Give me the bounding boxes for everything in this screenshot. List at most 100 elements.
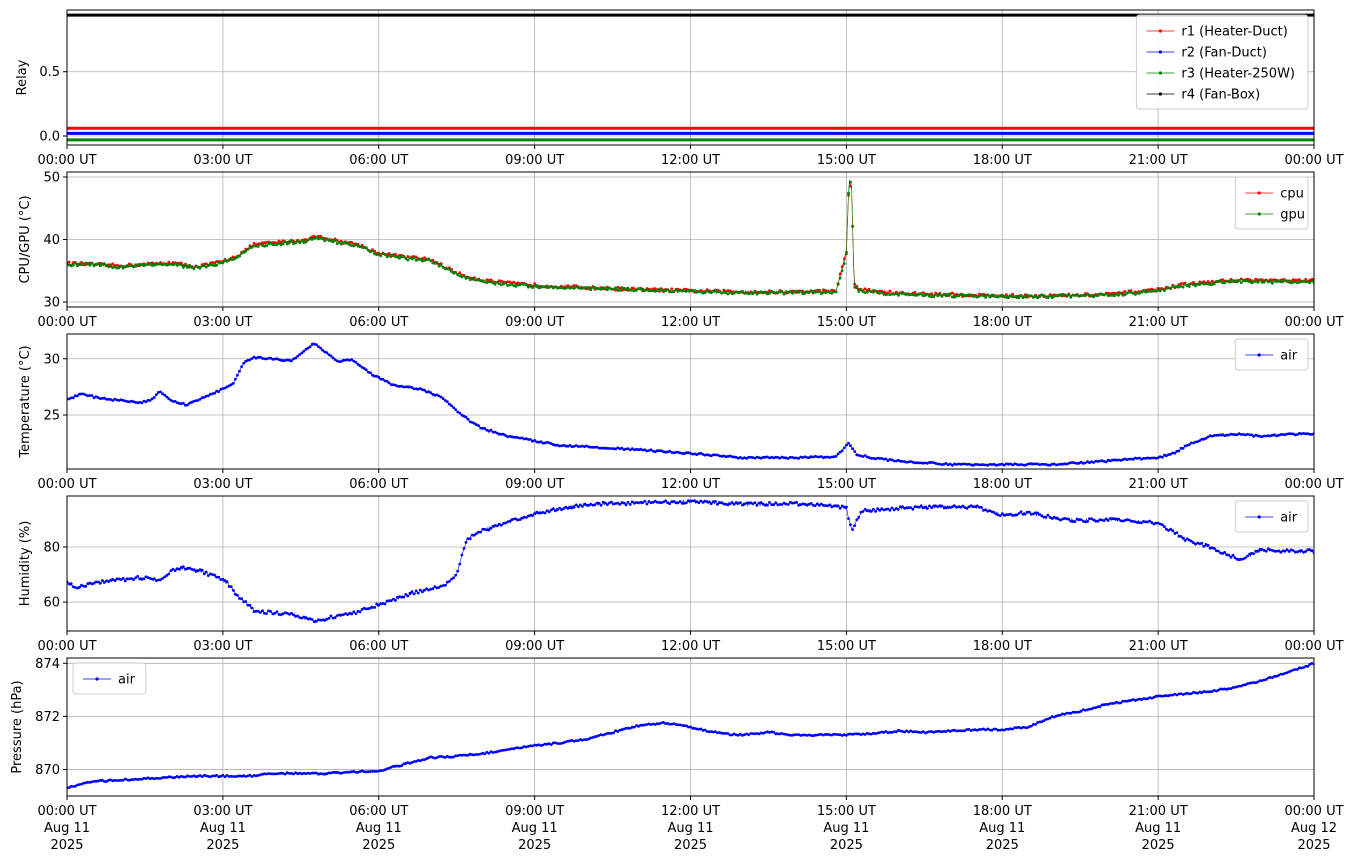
legend-box xyxy=(72,662,147,695)
data-point xyxy=(1005,513,1008,516)
data-point xyxy=(801,733,805,737)
legend: r1 (Heater-Duct)r2 (Fan-Duct)r3 (Heater-… xyxy=(1135,14,1309,110)
y-axis-label: Temperature (°C) xyxy=(18,345,33,458)
data-point xyxy=(173,262,177,265)
data-point xyxy=(1258,679,1262,682)
data-point xyxy=(1054,516,1058,520)
data-point xyxy=(766,292,769,296)
data-point xyxy=(1081,708,1085,711)
data-point xyxy=(182,775,185,779)
data-point xyxy=(1135,521,1139,524)
data-point xyxy=(1098,518,1102,522)
data-point xyxy=(1219,279,1222,283)
data-point xyxy=(516,283,520,287)
data-point xyxy=(1111,702,1114,705)
data-point xyxy=(323,772,327,776)
data-point xyxy=(851,528,854,531)
data-point xyxy=(364,246,368,250)
data-point xyxy=(96,779,100,783)
x-tick-date-label: Aug 11 xyxy=(823,821,869,836)
data-point xyxy=(965,463,969,466)
data-point xyxy=(1146,290,1150,293)
data-point xyxy=(493,430,497,434)
x-tick-year-label: 2025 xyxy=(518,838,551,853)
data-point xyxy=(691,726,694,730)
data-point xyxy=(375,770,379,773)
data-point xyxy=(657,501,661,504)
data-point xyxy=(757,732,761,736)
data-point xyxy=(556,508,559,512)
data-point xyxy=(1260,548,1264,551)
data-point xyxy=(1084,520,1087,524)
data-point xyxy=(377,375,381,379)
data-point xyxy=(1000,512,1004,516)
data-point xyxy=(134,265,138,268)
data-point xyxy=(277,358,281,361)
data-point xyxy=(554,285,557,289)
data-point xyxy=(321,236,324,240)
data-point xyxy=(992,511,996,514)
data-point xyxy=(487,429,491,433)
data-point xyxy=(1011,727,1014,731)
data-point xyxy=(464,541,468,544)
data-point xyxy=(231,382,235,385)
data-point xyxy=(1113,517,1116,521)
data-point xyxy=(427,258,430,261)
data-point xyxy=(138,577,142,581)
data-point xyxy=(254,244,258,248)
data-point xyxy=(111,779,115,783)
data-point xyxy=(660,501,663,505)
data-point xyxy=(1090,294,1093,298)
data-point xyxy=(506,284,509,287)
data-point xyxy=(1117,517,1120,521)
data-point xyxy=(67,397,71,401)
data-point xyxy=(1264,278,1268,282)
data-point xyxy=(495,524,499,528)
data-point xyxy=(797,457,800,460)
data-point xyxy=(267,356,270,360)
data-point xyxy=(651,449,655,453)
data-point xyxy=(628,288,632,292)
data-point xyxy=(672,451,676,455)
data-point xyxy=(352,610,356,614)
data-point xyxy=(329,771,333,775)
series-air xyxy=(67,342,1314,467)
data-point xyxy=(1100,703,1104,707)
data-point xyxy=(1264,678,1268,681)
data-point xyxy=(1002,463,1006,467)
x-tick-label: 00:00 UT xyxy=(1284,804,1343,819)
data-point xyxy=(369,371,372,375)
x-tick-label: 06:00 UT xyxy=(349,639,408,654)
data-point xyxy=(171,400,175,403)
data-point xyxy=(90,261,94,265)
data-point xyxy=(624,503,628,507)
data-point xyxy=(944,294,948,298)
data-point xyxy=(177,402,181,405)
data-point xyxy=(460,275,464,279)
data-point xyxy=(1158,522,1162,526)
data-point xyxy=(1092,295,1096,299)
data-point xyxy=(130,778,133,782)
data-point xyxy=(1221,281,1224,285)
x-tick-label: 15:00 UT xyxy=(817,477,876,492)
data-point xyxy=(418,257,422,261)
data-point xyxy=(724,455,728,459)
data-point xyxy=(1102,519,1106,522)
data-point xyxy=(998,294,1002,298)
data-point xyxy=(753,501,757,505)
data-point xyxy=(190,400,194,404)
data-point xyxy=(1239,277,1243,281)
data-point xyxy=(250,606,254,610)
data-point xyxy=(134,576,138,580)
data-point xyxy=(757,501,761,505)
data-point xyxy=(331,356,335,360)
data-point xyxy=(269,356,273,360)
data-point xyxy=(1256,680,1260,684)
data-point xyxy=(855,518,859,522)
data-point xyxy=(872,457,875,460)
data-point xyxy=(344,770,347,774)
data-point xyxy=(1296,433,1299,436)
data-point xyxy=(1273,675,1276,678)
data-point xyxy=(510,282,514,286)
